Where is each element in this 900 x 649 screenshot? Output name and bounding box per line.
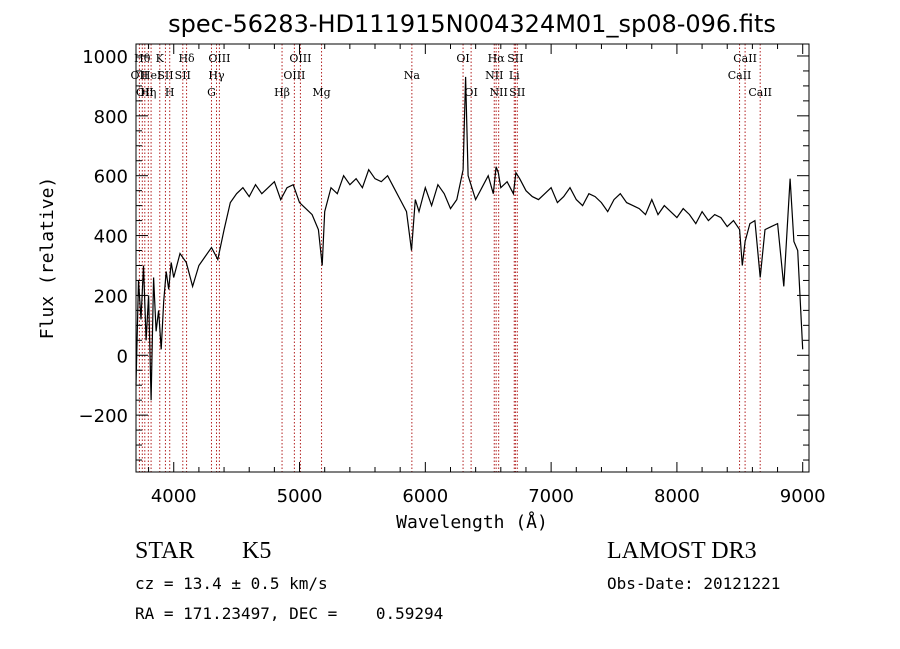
line-label-14: OIII bbox=[283, 69, 305, 82]
line-label-27: CaII bbox=[733, 52, 757, 65]
line-label-8: Hδ bbox=[178, 52, 195, 65]
y-tick-label-4: 600 bbox=[94, 167, 128, 188]
line-label-0: OII bbox=[131, 69, 149, 82]
line-label-4: HeI bbox=[141, 69, 161, 82]
y-tick-label-5: 800 bbox=[94, 107, 128, 128]
line-label-12: OIII bbox=[208, 52, 230, 65]
line-label-26: CaII bbox=[728, 69, 752, 82]
x-axis-label: Wavelength (Å) bbox=[396, 511, 548, 533]
y-tick-label-0: −200 bbox=[79, 406, 128, 427]
x-tick-label-1: 5000 bbox=[277, 486, 323, 507]
line-label-22: NII bbox=[490, 86, 508, 99]
spectrum-line bbox=[135, 76, 804, 401]
line-label-16: Mg bbox=[312, 86, 330, 99]
y-tick-label-2: 200 bbox=[94, 286, 128, 307]
coordinates-readout: RA = 171.23497, DEC = 0.59294 bbox=[135, 604, 444, 623]
line-label-9: SII bbox=[175, 69, 191, 82]
x-tick-label-3: 7000 bbox=[528, 486, 574, 507]
survey-name: LAMOST DR3 bbox=[607, 538, 757, 564]
line-label-7: H bbox=[165, 86, 175, 99]
line-label-17: Na bbox=[404, 69, 421, 82]
line-label-6: SII bbox=[157, 69, 173, 82]
x-tick-label-5: 9000 bbox=[780, 486, 826, 507]
line-label-25: SII bbox=[509, 86, 525, 99]
y-tick-label-3: 400 bbox=[94, 227, 128, 248]
line-label-3: Hη bbox=[140, 86, 156, 99]
line-label-13: Hβ bbox=[274, 86, 290, 99]
line-label-11: Hγ bbox=[208, 69, 225, 82]
line-label-20: NII bbox=[485, 69, 503, 82]
x-tick-label-0: 4000 bbox=[151, 486, 197, 507]
line-label-15: OIII bbox=[289, 52, 311, 65]
x-tick-label-2: 6000 bbox=[402, 486, 448, 507]
observation-date: Obs-Date: 20121221 bbox=[607, 574, 781, 593]
line-label-19: OI bbox=[464, 86, 477, 99]
chart-title: spec-56283-HD111915N004324M01_sp08-096.f… bbox=[168, 10, 776, 38]
y-tick-label-1: 0 bbox=[117, 346, 128, 367]
object-subclass: K5 bbox=[242, 538, 272, 564]
line-label-1: Hθ bbox=[134, 52, 151, 65]
line-label-5: K bbox=[156, 52, 165, 65]
line-label-28: CaII bbox=[748, 86, 772, 99]
y-axis-ticks: −200 0 200 400 600 800 1000 bbox=[79, 47, 809, 461]
spectral-line-markers bbox=[138, 44, 761, 472]
y-axis-label: Flux (relative) bbox=[37, 177, 58, 340]
line-label-18: OI bbox=[456, 52, 469, 65]
redshift-readout: cz = 13.4 ± 0.5 km/s bbox=[135, 574, 328, 593]
line-label-24: SII bbox=[507, 52, 523, 65]
line-label-10: G bbox=[207, 86, 216, 99]
line-label-21: Hα bbox=[488, 52, 506, 65]
x-tick-label-4: 8000 bbox=[654, 486, 700, 507]
line-label-23: Li bbox=[509, 69, 520, 82]
plot-frame bbox=[135, 43, 810, 473]
y-tick-label-6: 1000 bbox=[82, 47, 128, 68]
line-label-2: OII bbox=[136, 86, 154, 99]
spectral-line-labels: OIIHθOIIHηHeIKSIIHHδSIIGHγOIIIHβOIIIOIII… bbox=[131, 52, 772, 99]
x-axis-ticks: 4000 5000 6000 7000 8000 9000 bbox=[148, 44, 826, 507]
object-class: STAR bbox=[135, 538, 195, 564]
